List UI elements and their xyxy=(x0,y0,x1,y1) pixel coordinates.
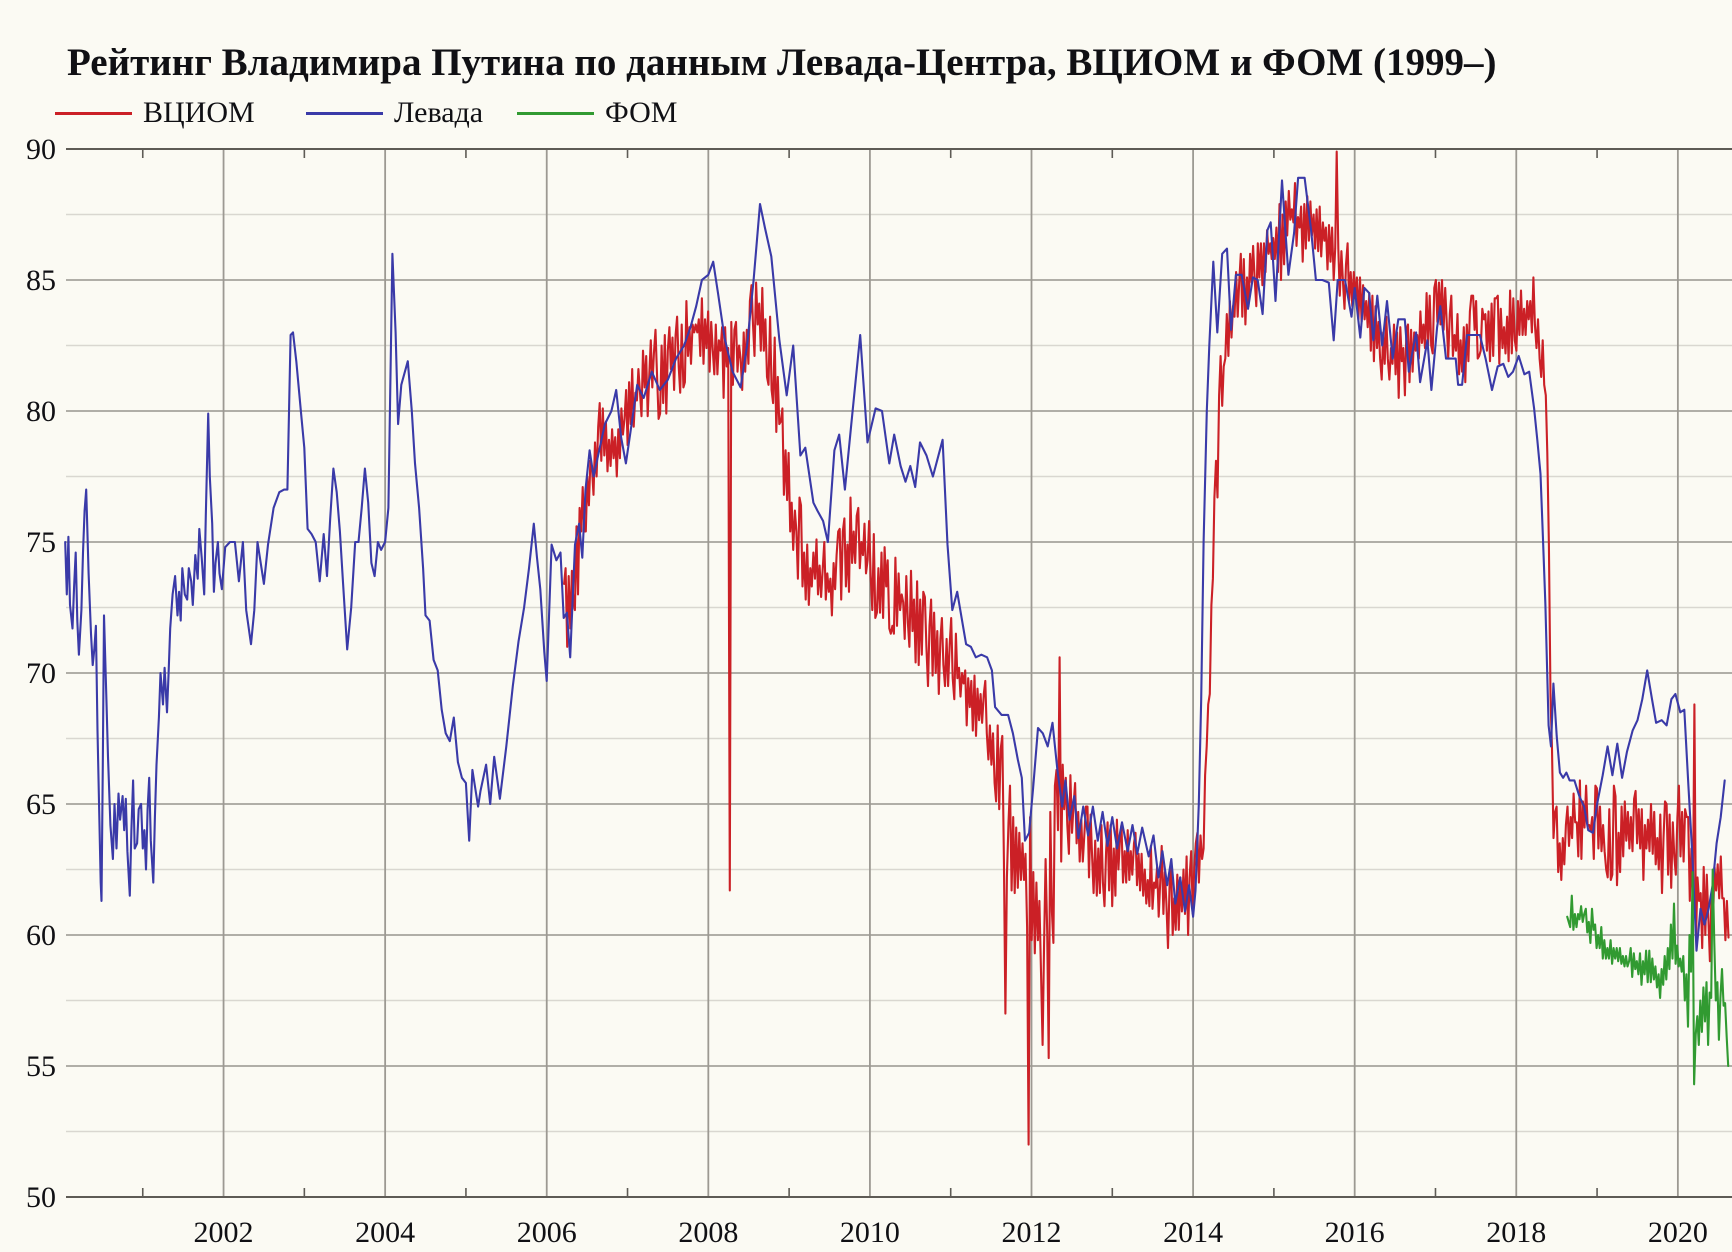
x-tick-label: 2014 xyxy=(1163,1216,1223,1249)
y-tick-label: 80 xyxy=(26,395,56,428)
x-tick-label: 2018 xyxy=(1486,1216,1546,1249)
legend-swatch-fom xyxy=(517,111,594,115)
x-tick-label: 2010 xyxy=(840,1216,900,1249)
legend-item-vciom: ВЦИОМ xyxy=(55,97,255,129)
legend-swatch-levada xyxy=(306,111,383,115)
y-tick-label: 50 xyxy=(26,1181,56,1214)
series-line-vciom xyxy=(563,150,1730,1146)
y-tick-label: 60 xyxy=(26,919,56,952)
x-tick-label: 2004 xyxy=(355,1216,415,1249)
x-tick-label: 2016 xyxy=(1325,1216,1385,1249)
y-tick-label: 55 xyxy=(26,1050,56,1083)
legend-item-levada: Левада xyxy=(306,97,483,129)
y-tick-label: 90 xyxy=(26,133,56,166)
x-tick-label: 2002 xyxy=(194,1216,254,1249)
series-line-fom xyxy=(1566,868,1730,1086)
y-tick-label: 70 xyxy=(26,657,56,690)
legend-label-levada: Левада xyxy=(394,96,484,129)
y-tick-label: 85 xyxy=(26,264,56,297)
legend-label-vciom: ВЦИОМ xyxy=(143,96,255,129)
x-tick-label: 2006 xyxy=(517,1216,577,1249)
legend-swatch-vciom xyxy=(55,111,132,115)
y-tick-label: 75 xyxy=(26,526,56,559)
x-tick-label: 2020 xyxy=(1648,1216,1708,1249)
chart-title: Рейтинг Владимира Путина по данным Левад… xyxy=(67,41,1497,84)
legend-label-fom: ФОМ xyxy=(605,96,678,129)
series-line-levada xyxy=(64,176,1726,952)
x-tick-label: 2008 xyxy=(678,1216,738,1249)
y-tick-label: 65 xyxy=(26,788,56,821)
x-tick-label: 2012 xyxy=(1002,1216,1062,1249)
legend-item-fom: ФОМ xyxy=(517,97,677,129)
